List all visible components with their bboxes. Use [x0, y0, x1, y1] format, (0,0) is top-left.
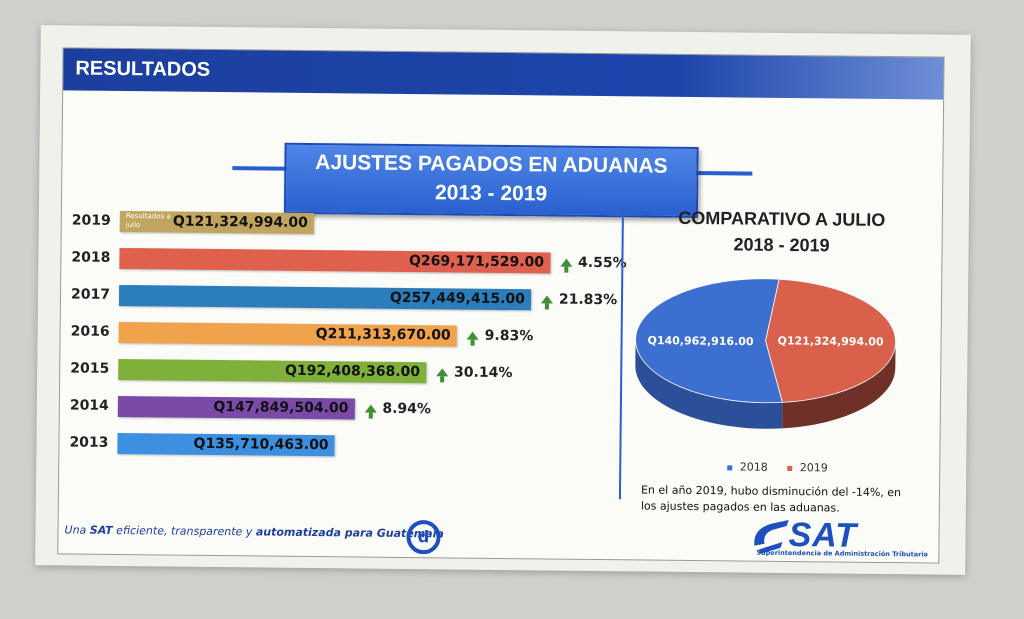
bar-2017: Q257,449,415.00 [118, 284, 532, 311]
growth-value-2018: 4.55% [577, 254, 627, 272]
bar-2019: Resultados a julio Q121,324,994.00 [119, 210, 315, 235]
government-logo: d [406, 520, 441, 555]
pie-value-label-2018: Q140,962,916.00 [647, 334, 754, 348]
bar-value-label-2014: Q147,849,504.00 [213, 398, 349, 417]
bar-value-label-2017: Q257,449,415.00 [389, 289, 525, 308]
growth-2017: 21.83% [540, 291, 618, 309]
up-arrow-icon [540, 295, 553, 304]
up-arrow-icon [466, 331, 479, 340]
bar-year-2018: 2018 [71, 249, 111, 266]
slogan-mid: eficiente, transparente y [112, 523, 256, 539]
pie-side-2018 [635, 339, 783, 429]
printed-page: RESULTADOS AJUSTES PAGADOS EN ADUANAS 20… [35, 25, 971, 575]
bar-2016: Q211,313,670.00 [118, 321, 457, 347]
bar-2013: Q135,710,463.00 [117, 432, 335, 457]
sat-logo: SAT Superintendencia de Administración T… [748, 516, 928, 562]
growth-2016: 9.83% [466, 327, 534, 345]
slogan-prefix: Una [64, 523, 90, 537]
bar-2014: Q147,849,504.00 [117, 395, 355, 420]
pie-legend: 2018 2019 [727, 460, 844, 474]
bar-year-2014: 2014 [69, 397, 109, 414]
bar-value-label-2018: Q269,171,529.00 [408, 253, 545, 271]
sat-logo-subtitle: Superintendencia de Administración Tribu… [756, 548, 929, 559]
pie-side-2019 [782, 342, 896, 429]
bar-year-2013: 2013 [69, 434, 109, 451]
bar-value-label-2019: Q121,324,994.00 [172, 213, 308, 231]
growth-value-2015: 30.14% [453, 364, 513, 382]
slide: RESULTADOS AJUSTES PAGADOS EN ADUANAS 20… [57, 47, 945, 564]
pie-title-block: COMPARATIVO A JULIO 2018 - 2019 [646, 205, 917, 260]
growth-value-2014: 8.94% [382, 400, 432, 418]
up-arrow-icon [560, 258, 573, 267]
legend-label-2018: 2018 [739, 460, 768, 474]
pie-value-label-2019: Q121,324,994.00 [777, 334, 884, 348]
bar-value-label-2016: Q211,313,670.00 [315, 326, 451, 344]
bar-year-2015: 2015 [70, 360, 110, 377]
legend-swatch-2018 [727, 464, 733, 470]
growth-value-2017: 21.83% [558, 291, 618, 309]
bar-year-2017: 2017 [70, 286, 111, 303]
legend-item-2019: 2019 [787, 461, 828, 474]
pie-slice-2019 [765, 278, 896, 403]
legend-item-2018: 2018 [727, 460, 771, 474]
up-arrow-icon [436, 368, 449, 377]
bar-year-2019: 2019 [71, 212, 111, 229]
bar-value-label-2013: Q135,710,463.00 [193, 435, 329, 454]
growth-value-2016: 9.83% [484, 327, 534, 345]
pie-title: COMPARATIVO A JULIO [678, 207, 886, 230]
bar-2015: Q192,408,368.00 [118, 358, 427, 384]
slogan-sat: SAT [89, 523, 113, 537]
pie-subtitle: 2018 - 2019 [733, 234, 830, 256]
pie-chart: Q140,962,916.00 Q121,324,994.00 [635, 278, 896, 429]
legend-label-2019: 2019 [799, 461, 828, 475]
growth-2018: 4.55% [560, 254, 627, 272]
pie-note: En el año 2019, hubo disminución del -14… [640, 483, 902, 515]
bar-value-label-2015: Q192,408,368.00 [284, 362, 421, 381]
sat-logo-mark-icon [754, 520, 789, 554]
pie-slice-2018 [635, 278, 783, 404]
bar-year-2016: 2016 [70, 323, 110, 340]
up-arrow-icon [364, 404, 377, 413]
growth-2014: 8.94% [364, 400, 432, 418]
legend-swatch-2019 [787, 465, 793, 471]
bar-2018: Q269,171,529.00 [119, 247, 551, 274]
growth-2015: 30.14% [436, 364, 512, 381]
